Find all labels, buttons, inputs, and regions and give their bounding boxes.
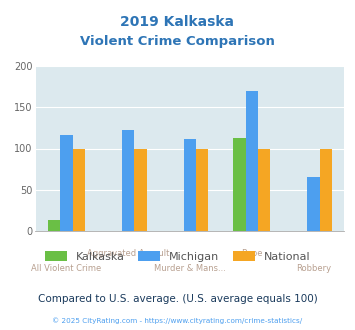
Bar xyxy=(246,91,258,231)
Bar xyxy=(48,220,60,231)
Bar xyxy=(184,139,196,231)
Text: Robbery: Robbery xyxy=(296,264,331,273)
Bar xyxy=(258,148,270,231)
Text: Violent Crime Comparison: Violent Crime Comparison xyxy=(80,35,275,48)
Bar xyxy=(196,148,208,231)
Bar xyxy=(233,138,246,231)
Bar xyxy=(72,148,85,231)
Text: Aggravated Assault: Aggravated Assault xyxy=(87,249,169,258)
Text: All Violent Crime: All Violent Crime xyxy=(31,264,102,273)
Text: 2019 Kalkaska: 2019 Kalkaska xyxy=(120,15,235,29)
Bar xyxy=(122,130,134,231)
Text: Rape: Rape xyxy=(241,249,262,258)
Bar xyxy=(307,178,320,231)
Text: Murder & Mans...: Murder & Mans... xyxy=(154,264,226,273)
Text: Compared to U.S. average. (U.S. average equals 100): Compared to U.S. average. (U.S. average … xyxy=(38,294,317,304)
Bar xyxy=(134,148,147,231)
Bar xyxy=(320,148,332,231)
Bar xyxy=(60,135,72,231)
Text: © 2025 CityRating.com - https://www.cityrating.com/crime-statistics/: © 2025 CityRating.com - https://www.city… xyxy=(53,317,302,324)
Legend: Kalkaska, Michigan, National: Kalkaska, Michigan, National xyxy=(40,247,315,267)
